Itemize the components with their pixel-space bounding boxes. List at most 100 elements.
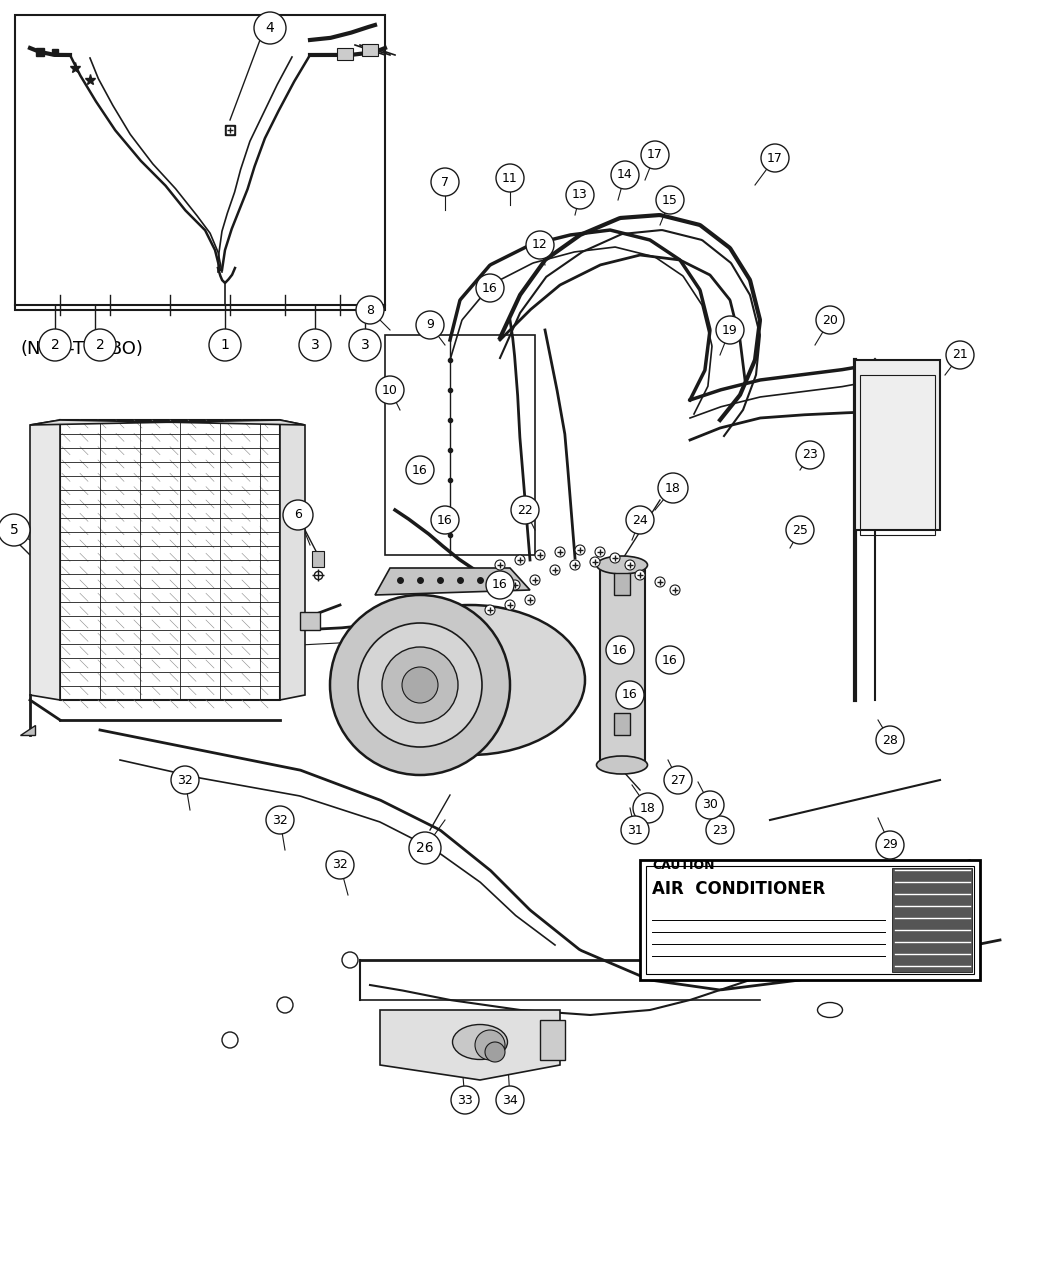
Text: 16: 16 (622, 688, 638, 701)
Circle shape (299, 329, 331, 361)
Circle shape (658, 473, 688, 504)
Circle shape (706, 816, 734, 844)
Circle shape (430, 506, 459, 534)
Circle shape (510, 580, 520, 590)
Circle shape (570, 560, 580, 570)
Circle shape (171, 766, 200, 794)
Circle shape (595, 547, 605, 557)
Circle shape (495, 560, 505, 570)
Text: 5: 5 (9, 523, 19, 537)
Circle shape (761, 144, 789, 172)
Circle shape (402, 667, 438, 703)
Circle shape (349, 329, 381, 361)
Circle shape (505, 601, 514, 609)
Circle shape (416, 311, 444, 339)
Ellipse shape (596, 556, 648, 574)
Polygon shape (30, 419, 304, 425)
Circle shape (514, 555, 525, 565)
Text: 32: 32 (272, 813, 288, 826)
Circle shape (452, 1086, 479, 1114)
Circle shape (610, 553, 620, 564)
Bar (855, 360, 940, 530)
Circle shape (946, 340, 974, 368)
Circle shape (536, 550, 545, 560)
Polygon shape (280, 419, 304, 700)
Text: 32: 32 (332, 858, 348, 872)
Text: 21: 21 (952, 348, 968, 362)
Text: 20: 20 (822, 314, 838, 326)
Text: CAUTION: CAUTION (652, 859, 714, 872)
Text: 8: 8 (366, 303, 374, 316)
Text: 14: 14 (617, 168, 633, 181)
Text: 34: 34 (502, 1094, 518, 1107)
Ellipse shape (355, 606, 585, 755)
Text: 2: 2 (96, 338, 104, 352)
Circle shape (486, 571, 514, 599)
Polygon shape (30, 419, 60, 700)
Circle shape (476, 274, 504, 302)
Circle shape (326, 850, 354, 878)
Bar (614, 713, 630, 734)
Text: 12: 12 (532, 238, 548, 251)
Text: 23: 23 (802, 449, 818, 462)
Text: 27: 27 (670, 774, 686, 787)
Circle shape (656, 646, 684, 674)
Circle shape (475, 1030, 505, 1060)
Text: 32: 32 (177, 774, 193, 787)
Text: 23: 23 (712, 824, 728, 836)
Circle shape (485, 606, 495, 615)
Text: 16: 16 (663, 654, 678, 667)
Text: 11: 11 (502, 172, 518, 185)
Text: 25: 25 (792, 524, 807, 537)
Circle shape (485, 1042, 505, 1062)
Bar (646, 866, 974, 974)
Text: 4: 4 (266, 20, 274, 34)
Circle shape (640, 142, 669, 170)
Text: 2: 2 (50, 338, 60, 352)
Circle shape (530, 575, 540, 585)
Text: 17: 17 (647, 148, 663, 162)
Circle shape (606, 636, 634, 664)
Circle shape (0, 514, 30, 546)
Circle shape (796, 441, 824, 469)
Circle shape (655, 578, 665, 586)
Circle shape (410, 833, 441, 864)
Text: 3: 3 (311, 338, 319, 352)
Bar (614, 572, 630, 595)
Circle shape (382, 646, 458, 723)
Text: 16: 16 (492, 579, 508, 592)
Circle shape (590, 557, 600, 567)
Circle shape (496, 164, 524, 193)
Circle shape (635, 570, 645, 580)
Text: AIR  CONDITIONER: AIR CONDITIONER (652, 880, 825, 898)
Polygon shape (375, 567, 530, 595)
Text: 16: 16 (482, 282, 498, 295)
Bar (385, 335, 536, 555)
Text: 16: 16 (437, 514, 453, 527)
Circle shape (550, 565, 560, 575)
Bar (337, 48, 353, 60)
Bar (860, 375, 934, 536)
Circle shape (526, 231, 554, 259)
Text: 28: 28 (882, 733, 898, 746)
Text: 24: 24 (632, 514, 648, 527)
Circle shape (621, 816, 649, 844)
Bar (300, 612, 320, 630)
Polygon shape (380, 1010, 560, 1080)
Text: 26: 26 (416, 842, 434, 856)
Text: 18: 18 (665, 482, 681, 495)
Circle shape (633, 793, 663, 822)
Circle shape (84, 329, 116, 361)
Circle shape (430, 168, 459, 196)
Circle shape (876, 725, 904, 754)
Circle shape (254, 11, 286, 45)
Circle shape (356, 296, 384, 324)
Bar (892, 868, 972, 972)
Circle shape (656, 186, 684, 214)
Circle shape (575, 544, 585, 555)
Bar (640, 861, 980, 980)
Circle shape (696, 790, 724, 819)
Text: 15: 15 (663, 194, 678, 207)
Bar (362, 45, 378, 56)
Circle shape (555, 547, 565, 557)
